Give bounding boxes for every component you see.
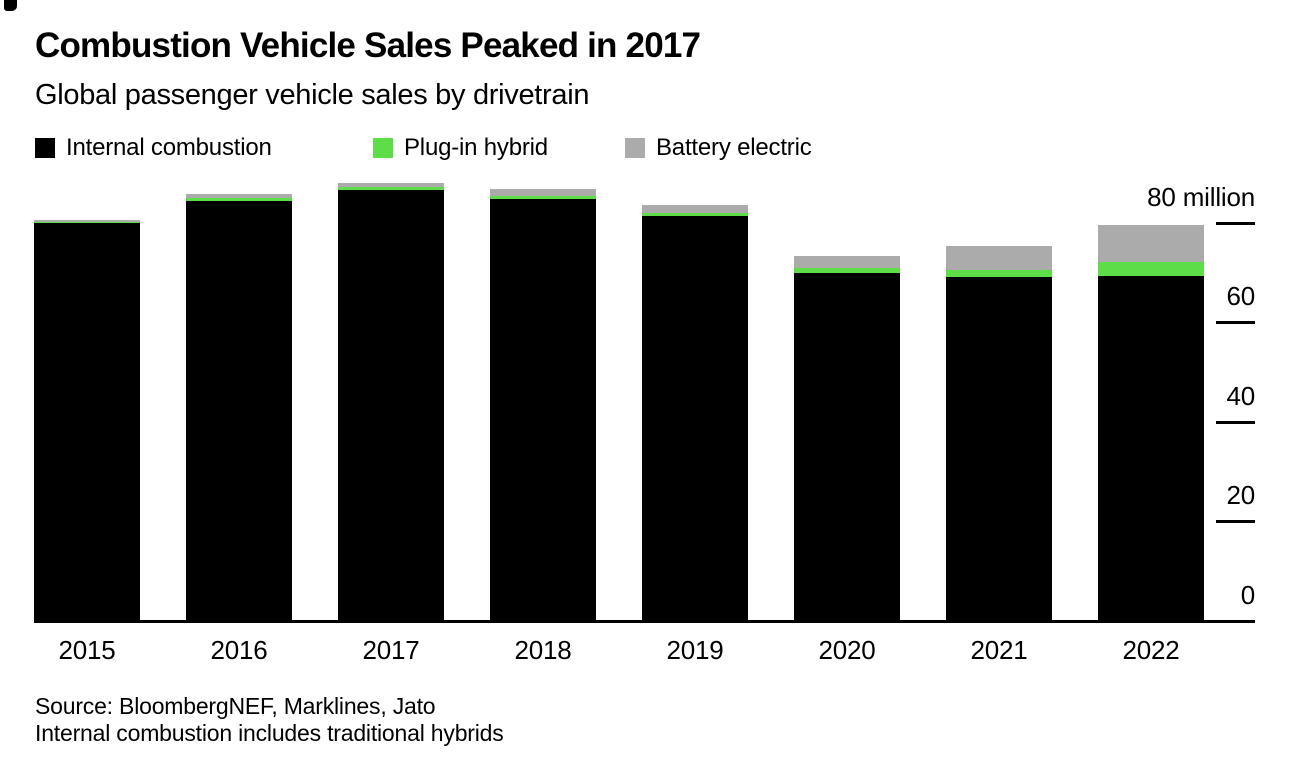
x-axis-label-2015: 2015 xyxy=(58,635,116,665)
chart-title: Combustion Vehicle Sales Peaked in 2017 xyxy=(35,26,701,65)
legend-item-battery-electric: Battery electric xyxy=(625,134,812,161)
chart-subtitle: Global passenger vehicle sales by drivet… xyxy=(35,79,590,111)
legend-label-battery-electric: Battery electric xyxy=(656,134,812,161)
bar-segment-plug-in-hybrid-2021 xyxy=(946,270,1052,277)
bar-segment-internal-combustion-2015 xyxy=(34,223,140,621)
x-axis-label-2021: 2021 xyxy=(970,635,1028,665)
y-axis-tick-20 xyxy=(1216,520,1255,523)
x-axis-label-2016: 2016 xyxy=(210,635,268,665)
y-axis-tick-40 xyxy=(1216,421,1255,424)
legend-swatch-battery-electric-icon xyxy=(625,138,645,158)
bar-segment-plug-in-hybrid-2022 xyxy=(1098,262,1204,276)
footer: Source: BloombergNEF, Marklines, Jato In… xyxy=(35,693,935,747)
y-axis-label-40: 40 xyxy=(1226,381,1255,411)
methodology-note: Internal combustion includes traditional… xyxy=(35,720,504,746)
bar-segment-plug-in-hybrid-2020 xyxy=(794,268,900,273)
y-axis-tick-60 xyxy=(1216,321,1255,324)
legend-item-internal-combustion: Internal combustion xyxy=(35,134,272,161)
x-axis-label-2020: 2020 xyxy=(818,635,876,665)
legend-swatch-internal-combustion-icon xyxy=(35,138,55,158)
y-axis-label-80: 80 million xyxy=(1147,182,1255,212)
bar-segment-battery-electric-2021 xyxy=(946,246,1052,270)
bar-segment-plug-in-hybrid-2015 xyxy=(34,222,140,223)
bar-segment-plug-in-hybrid-2017 xyxy=(338,187,444,190)
legend-swatch-plug-in-hybrid-icon xyxy=(373,138,393,158)
bar-segment-internal-combustion-2018 xyxy=(490,199,596,621)
legend-label-internal-combustion: Internal combustion xyxy=(66,134,272,161)
bar-segment-internal-combustion-2019 xyxy=(642,216,748,621)
bar-segment-internal-combustion-2021 xyxy=(946,277,1052,621)
bar-segment-plug-in-hybrid-2019 xyxy=(642,213,748,216)
bar-segment-plug-in-hybrid-2018 xyxy=(490,196,596,199)
x-axis-label-2017: 2017 xyxy=(362,635,420,665)
bar-segment-battery-electric-2015 xyxy=(34,220,140,222)
bar-segment-battery-electric-2018 xyxy=(490,189,596,196)
y-axis-label-60: 60 xyxy=(1226,281,1255,311)
bar-segment-battery-electric-2017 xyxy=(338,183,444,187)
bar-segment-internal-combustion-2022 xyxy=(1098,276,1204,621)
bar-segment-internal-combustion-2020 xyxy=(794,273,900,621)
bar-segment-battery-electric-2019 xyxy=(642,205,748,213)
y-axis-tick-80 xyxy=(1216,222,1255,225)
legend-label-plug-in-hybrid: Plug-in hybrid xyxy=(404,134,548,161)
x-axis-label-2019: 2019 xyxy=(666,635,724,665)
corner-mark xyxy=(4,0,17,11)
legend-item-plug-in-hybrid: Plug-in hybrid xyxy=(373,134,548,161)
x-axis-label-2018: 2018 xyxy=(514,635,572,665)
bar-segment-battery-electric-2022 xyxy=(1098,225,1204,262)
x-axis-label-2022: 2022 xyxy=(1122,635,1180,665)
source-note: Source: BloombergNEF, Marklines, Jato xyxy=(35,693,436,719)
bar-segment-battery-electric-2020 xyxy=(794,256,900,268)
bar-segment-internal-combustion-2017 xyxy=(338,190,444,621)
bar-segment-plug-in-hybrid-2016 xyxy=(186,198,292,201)
y-axis-label-0: 0 xyxy=(1240,580,1255,610)
x-axis-baseline xyxy=(34,620,1255,623)
bar-segment-internal-combustion-2016 xyxy=(186,201,292,621)
y-axis-label-20: 20 xyxy=(1226,480,1255,510)
bar-segment-battery-electric-2016 xyxy=(186,194,292,198)
